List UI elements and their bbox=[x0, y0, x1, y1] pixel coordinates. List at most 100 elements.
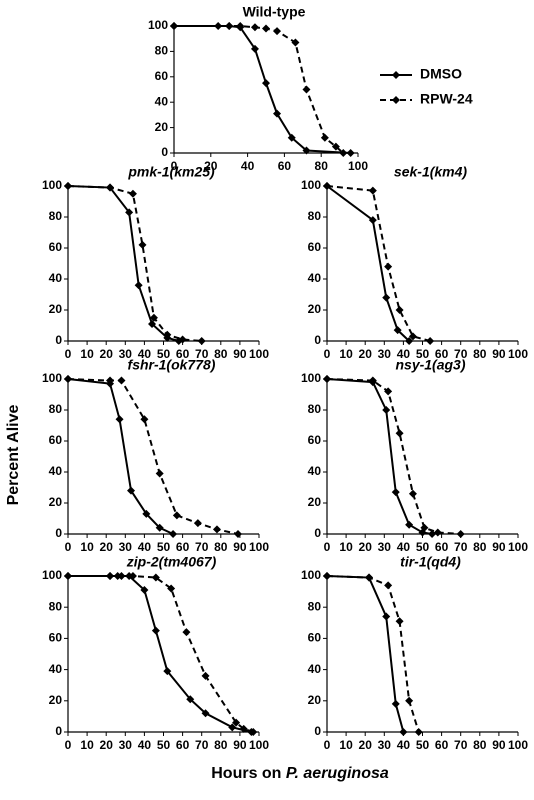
y-tick-label: 100 bbox=[42, 178, 62, 192]
x-tick-label: 40 bbox=[138, 738, 152, 752]
data-point bbox=[395, 617, 404, 626]
x-axis-label: Hours on P. aeruginosa bbox=[211, 765, 389, 782]
chart-title: nsy-1(ag3) bbox=[395, 357, 465, 373]
data-point bbox=[169, 530, 178, 538]
data-point bbox=[151, 626, 160, 635]
series-line bbox=[67, 378, 239, 535]
chart-title: fshr-1(ok778) bbox=[128, 357, 216, 373]
data-point bbox=[201, 709, 210, 718]
x-axis-label-text: Hours on bbox=[211, 765, 286, 782]
data-point bbox=[414, 728, 423, 736]
x-tick-label: 80 bbox=[473, 738, 487, 752]
data-point bbox=[140, 586, 149, 595]
data-point bbox=[395, 306, 404, 314]
data-point bbox=[384, 262, 393, 271]
data-point bbox=[393, 326, 402, 335]
x-tick-label: 40 bbox=[397, 540, 411, 554]
y-tick-label: 0 bbox=[314, 526, 321, 540]
legend-label: DMSO bbox=[420, 66, 462, 82]
x-tick-label: 0 bbox=[324, 738, 331, 752]
data-point bbox=[117, 572, 126, 580]
data-point bbox=[250, 23, 259, 32]
data-point bbox=[106, 376, 115, 385]
x-tick-label: 80 bbox=[214, 347, 228, 361]
legend-marker bbox=[392, 71, 400, 79]
y-tick-label: 80 bbox=[308, 209, 322, 223]
data-point bbox=[125, 208, 134, 217]
data-point bbox=[142, 509, 151, 518]
x-tick-label: 70 bbox=[454, 347, 468, 361]
x-tick-label: 50 bbox=[157, 347, 171, 361]
y-tick-label: 60 bbox=[308, 631, 322, 645]
data-point bbox=[138, 240, 147, 249]
data-point bbox=[405, 696, 414, 705]
data-point bbox=[420, 523, 429, 532]
y-tick-label: 60 bbox=[308, 240, 322, 254]
series-line bbox=[68, 575, 252, 733]
data-point bbox=[172, 511, 181, 520]
x-tick-label: 60 bbox=[278, 159, 292, 173]
x-tick-label: 90 bbox=[233, 347, 247, 361]
x-tick-label: 80 bbox=[473, 540, 487, 554]
data-point bbox=[368, 186, 377, 195]
x-tick-label: 100 bbox=[348, 159, 368, 173]
data-point bbox=[64, 182, 72, 190]
x-tick-label: 90 bbox=[492, 347, 506, 361]
data-point bbox=[128, 572, 137, 580]
panel: fshr-1(ok778) 0 20 40 60 80 100 0 10 20 30 40 50 60 70… bbox=[42, 357, 269, 554]
x-tick-label: 20 bbox=[100, 347, 114, 361]
y-tick-label: 40 bbox=[155, 94, 169, 108]
data-point bbox=[391, 699, 400, 708]
data-point bbox=[232, 718, 241, 727]
x-tick-label: 90 bbox=[233, 540, 247, 554]
x-tick-label: 0 bbox=[65, 347, 72, 361]
x-tick-label: 40 bbox=[397, 738, 411, 752]
x-axis-label-species: P. aeruginosa bbox=[286, 765, 389, 782]
data-point bbox=[64, 375, 72, 383]
data-point bbox=[365, 573, 374, 582]
series-line bbox=[67, 378, 174, 535]
y-tick-label: 40 bbox=[49, 662, 63, 676]
series-line bbox=[174, 25, 351, 154]
data-point bbox=[331, 142, 340, 151]
data-point bbox=[408, 489, 417, 498]
y-tick-label: 100 bbox=[42, 371, 62, 385]
data-point bbox=[225, 22, 234, 30]
data-point bbox=[320, 133, 329, 142]
y-tick-label: 0 bbox=[55, 724, 62, 738]
data-point bbox=[193, 519, 202, 528]
series-line bbox=[326, 378, 433, 535]
x-tick-label: 60 bbox=[176, 540, 190, 554]
x-tick-label: 0 bbox=[65, 738, 72, 752]
data-point bbox=[287, 133, 296, 142]
series-line bbox=[68, 575, 254, 733]
data-point bbox=[346, 149, 355, 157]
x-tick-label: 90 bbox=[492, 738, 506, 752]
y-tick-label: 40 bbox=[308, 464, 322, 478]
x-tick-label: 60 bbox=[435, 738, 449, 752]
data-point bbox=[339, 149, 348, 157]
data-point bbox=[405, 337, 414, 345]
series-line bbox=[326, 185, 431, 342]
y-tick-label: 100 bbox=[301, 178, 321, 192]
x-tick-label: 0 bbox=[324, 540, 331, 554]
series-line bbox=[326, 575, 405, 733]
x-tick-label: 30 bbox=[378, 347, 392, 361]
panel: Wild-type 0 20 40 60 80 100 0 20 40 60 80 100 DMSO RPW… bbox=[148, 4, 473, 173]
data-point bbox=[391, 488, 400, 497]
y-axis-label: Percent Alive bbox=[5, 405, 22, 506]
y-tick-label: 100 bbox=[301, 371, 321, 385]
data-point bbox=[302, 85, 311, 94]
data-point bbox=[140, 415, 149, 424]
x-tick-label: 100 bbox=[249, 540, 269, 554]
x-tick-label: 80 bbox=[473, 347, 487, 361]
x-tick-label: 20 bbox=[204, 159, 218, 173]
x-tick-label: 50 bbox=[416, 347, 430, 361]
x-tick-label: 10 bbox=[339, 738, 353, 752]
data-point bbox=[106, 572, 115, 580]
legend-marker bbox=[392, 96, 400, 104]
x-tick-label: 70 bbox=[454, 738, 468, 752]
panel: sek-1(km4) 0 20 40 60 80 100 0 10 20 30 40 50 60 70 80 9… bbox=[301, 164, 528, 361]
x-tick-label: 100 bbox=[508, 540, 528, 554]
